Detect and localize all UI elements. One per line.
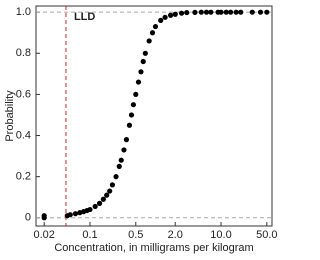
data-point xyxy=(208,9,214,15)
data-point xyxy=(128,112,135,118)
y-tick-label: 0.8 xyxy=(16,47,31,59)
data-point xyxy=(87,206,93,213)
chart: Concentration, in milligrams per kilogra… xyxy=(4,5,278,254)
data-point xyxy=(146,38,152,44)
data-point xyxy=(118,157,124,163)
data-point xyxy=(67,212,73,218)
data-point xyxy=(138,69,144,75)
data-point xyxy=(121,147,127,153)
data-point xyxy=(116,163,122,169)
x-tick-label: 2.0 xyxy=(168,229,183,241)
data-point xyxy=(113,174,119,180)
data-point xyxy=(107,188,113,194)
data-point xyxy=(142,50,148,56)
plot-frame xyxy=(35,5,273,227)
data-point xyxy=(233,9,239,15)
data-point xyxy=(135,79,142,85)
data-point xyxy=(158,17,164,23)
x-tick-label: 0.02 xyxy=(33,229,54,241)
data-point xyxy=(257,9,264,15)
data-point xyxy=(123,137,130,143)
x-tick-label: 0.5 xyxy=(128,229,143,241)
data-point xyxy=(133,91,139,98)
y-axis-label: Probability xyxy=(4,90,16,142)
y-tick-label: 0.6 xyxy=(16,88,31,100)
data-point xyxy=(140,58,146,65)
data-point xyxy=(92,203,98,210)
lld-label: LLD xyxy=(74,11,95,23)
data-point xyxy=(72,211,79,217)
data-point xyxy=(149,30,156,36)
data-point xyxy=(167,12,174,18)
y-tick-label: 0.2 xyxy=(16,171,31,183)
x-tick-label: 10.0 xyxy=(210,229,231,241)
data-point xyxy=(172,11,178,17)
y-tick-label: 1.0 xyxy=(16,6,31,18)
data-point xyxy=(218,9,224,15)
data-point xyxy=(249,9,255,15)
data-point xyxy=(41,213,47,219)
x-axis-label: Concentration, in milligrams per kilogra… xyxy=(54,242,253,254)
data-point xyxy=(238,9,244,15)
data-point xyxy=(192,9,198,15)
data-point xyxy=(126,122,133,128)
data-point xyxy=(184,9,190,16)
y-tick-label: 0 xyxy=(25,212,31,224)
data-point xyxy=(203,9,210,15)
data-point xyxy=(198,9,204,15)
data-point xyxy=(162,14,168,20)
data-point xyxy=(264,9,270,15)
x-tick-label: 50.0 xyxy=(256,229,277,241)
data-point xyxy=(109,182,116,188)
data-point xyxy=(104,192,110,198)
data-point xyxy=(152,23,159,30)
data-point xyxy=(178,10,185,16)
data-point xyxy=(96,200,103,206)
data-point xyxy=(223,9,229,15)
data-point xyxy=(100,196,106,202)
data-point xyxy=(227,9,234,15)
y-tick-label: 0.4 xyxy=(16,129,31,141)
data-point xyxy=(130,102,137,108)
x-tick-label: 0.1 xyxy=(82,229,97,241)
